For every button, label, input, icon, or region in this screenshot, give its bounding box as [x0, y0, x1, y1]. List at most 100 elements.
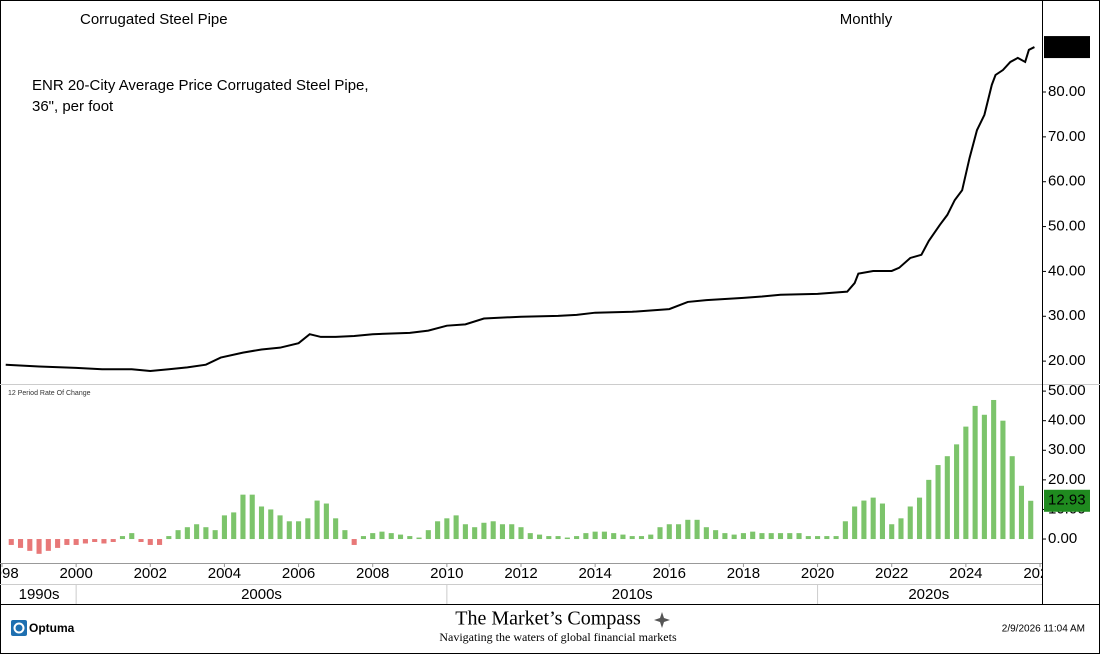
- roc-bar: [119, 536, 126, 540]
- roc-bar: [388, 533, 394, 540]
- roc-bar: [1000, 420, 1006, 540]
- roc-bar: [879, 503, 885, 540]
- roc-bar: [296, 521, 302, 540]
- y-tick-label: 40.00: [1048, 412, 1086, 429]
- roc-bar: [129, 533, 135, 540]
- roc-bar: [286, 521, 292, 540]
- roc-bar: [462, 524, 468, 540]
- roc-bar: [203, 527, 209, 540]
- roc-bar: [221, 515, 227, 540]
- roc-bar: [157, 539, 163, 545]
- brand: Optuma: [29, 621, 75, 635]
- roc-bar: [101, 539, 107, 544]
- roc-bar: [824, 536, 830, 540]
- roc-bar: [184, 527, 190, 540]
- roc-bar: [944, 456, 950, 540]
- roc-bar: [55, 539, 61, 548]
- roc-bar: [740, 533, 746, 540]
- roc-bar: [759, 533, 765, 540]
- roc-bar: [768, 533, 774, 540]
- roc-bar: [45, 539, 51, 551]
- x-tick-label: 2006: [282, 565, 315, 582]
- y-tick-label: 80.00: [1048, 83, 1086, 100]
- roc-bar: [277, 515, 283, 540]
- roc-bar: [194, 524, 200, 540]
- x-tick-label: 2026: [1023, 565, 1056, 582]
- roc-bar: [397, 534, 404, 540]
- brand-logo: [11, 620, 27, 636]
- decade-label: 2000s: [241, 586, 282, 603]
- timestamp: 2/9/2026 11:04 AM: [1002, 624, 1085, 635]
- roc-bar: [64, 539, 70, 545]
- y-tick-label: 20.00: [1048, 471, 1086, 488]
- roc-bar: [379, 531, 385, 540]
- roc-bar: [796, 533, 802, 540]
- roc-bar: [92, 539, 98, 542]
- last-value-box: [1044, 36, 1090, 59]
- roc-bar: [916, 497, 923, 540]
- roc-bar: [435, 521, 441, 540]
- roc-bar: [972, 405, 978, 540]
- roc-bar: [861, 500, 867, 540]
- annotation: 36", per foot: [32, 98, 114, 115]
- roc-bar: [166, 536, 172, 540]
- roc-bar: [1009, 456, 1015, 540]
- roc-bar: [611, 533, 617, 540]
- roc-bar: [564, 537, 570, 540]
- roc-bar: [258, 506, 265, 540]
- last-value-label: 12.93: [1048, 492, 1086, 509]
- roc-bar: [991, 399, 997, 540]
- x-tick-label: 2010: [430, 565, 463, 582]
- x-tick-label: 2004: [208, 565, 241, 582]
- roc-bar: [425, 530, 431, 540]
- roc-bar: [833, 536, 839, 540]
- roc-bar: [787, 533, 793, 540]
- roc-bar: [777, 533, 784, 540]
- roc-bar: [360, 536, 366, 540]
- last-value-box: [1044, 489, 1090, 512]
- roc-bar: [889, 524, 895, 540]
- roc-bar: [305, 518, 311, 540]
- annotation: ENR 20-City Average Price Corrugated Ste…: [32, 77, 369, 94]
- roc-bar: [314, 500, 320, 540]
- x-tick-label: 2024: [949, 565, 982, 582]
- roc-bar: [268, 509, 274, 540]
- roc-bar: [555, 536, 561, 540]
- roc-bar: [926, 479, 932, 540]
- roc-bar: [629, 536, 635, 540]
- roc-bar: [963, 426, 969, 540]
- roc-bar: [713, 530, 719, 540]
- roc-bar: [592, 531, 598, 540]
- x-tick-label: 2008: [356, 565, 389, 582]
- x-tick-label: 2014: [578, 565, 611, 582]
- x-tick-label: 2002: [134, 565, 167, 582]
- roc-bar: [685, 519, 691, 540]
- roc-bar: [1018, 485, 1025, 540]
- x-axis: 1998 2000 2002 2004 2006 2008 2010 2012 2014 2016…: [0, 563, 1056, 603]
- x-tick-label: 2000: [59, 565, 92, 582]
- roc-bar: [815, 536, 821, 540]
- x-tick-label: 2022: [875, 565, 908, 582]
- roc-bar: [444, 518, 450, 540]
- roc-bar: [574, 536, 580, 540]
- decade-label: 1990s: [19, 586, 60, 603]
- y-tick-label: 50.00: [1048, 218, 1086, 235]
- roc-bar: [212, 530, 218, 540]
- panel-title: 12 Period Rate Of Change: [8, 390, 91, 397]
- roc-bar: [333, 518, 339, 540]
- y-tick-label: 40.00: [1048, 262, 1086, 279]
- roc-bar: [518, 527, 524, 540]
- roc-bar: [657, 527, 663, 540]
- x-tick-label: 1998: [0, 565, 19, 582]
- y-tick-label: 30.00: [1048, 307, 1086, 324]
- roc-bar: [499, 524, 506, 540]
- roc-bar: [805, 536, 811, 540]
- roc-bar: [27, 539, 33, 551]
- roc-bar: [731, 534, 737, 540]
- y-tick-label: 60.00: [1048, 173, 1086, 190]
- y-tick-label: 0.00: [1048, 530, 1077, 547]
- roc-bar: [750, 531, 756, 540]
- x-tick-label: 2018: [727, 565, 760, 582]
- roc-bar: [648, 534, 654, 540]
